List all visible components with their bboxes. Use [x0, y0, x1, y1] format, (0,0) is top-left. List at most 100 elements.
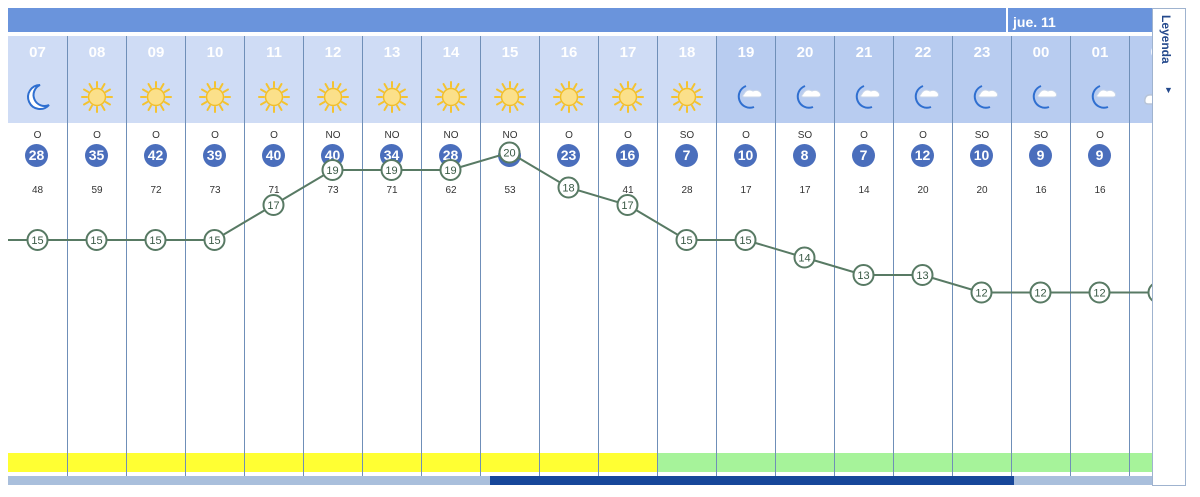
night-band: [1071, 453, 1129, 472]
temperature-marker: [321, 159, 344, 181]
day-band: [540, 453, 598, 472]
wind-gust: 17: [740, 185, 752, 196]
moon-icon: [20, 80, 54, 114]
day-band: [422, 453, 480, 472]
hour-column: 22 O 12 20: [893, 36, 952, 479]
wind-gust: 17: [799, 185, 811, 196]
temperature-marker: [85, 229, 108, 251]
temperature-marker: [498, 141, 521, 164]
day-band: [304, 453, 362, 472]
hour-label: 12: [324, 44, 342, 61]
temperature-point: 12: [1147, 283, 1152, 302]
temperature-value: 19: [444, 165, 456, 177]
wind-gust: 53: [504, 185, 516, 196]
legend-label: Leyenda: [1159, 15, 1173, 64]
wind-speed-badge: 28: [25, 144, 48, 167]
moon-cloud-icon: [729, 80, 763, 114]
wind-direction: NO: [443, 130, 459, 141]
hour-header: 16: [540, 36, 598, 123]
night-band: [658, 453, 716, 472]
sun-icon: [670, 80, 704, 114]
wind-speed-badge: 23: [557, 144, 580, 167]
temperature-point: 19: [321, 159, 344, 181]
temperature-marker: [1029, 281, 1052, 304]
temperature-value: 12: [1034, 288, 1046, 300]
temperature-point: 18: [557, 176, 580, 199]
legend-toggle[interactable]: Leyenda ▼: [1152, 8, 1186, 486]
hour-column: 16 O 23 47: [539, 36, 598, 479]
day-label: jue. 11: [1006, 8, 1152, 32]
wind-gust: 71: [268, 185, 280, 196]
wind-gust: 41: [622, 185, 634, 196]
temperature-marker: [439, 159, 462, 181]
wind-direction: SO: [679, 130, 695, 141]
wind-gust: 62: [445, 185, 457, 196]
wind-direction: SO: [1033, 130, 1049, 141]
temperature-line-chart: 15 15 15 15 17 19 19 19 20 18 17 15 15 14 13 13 12 12 12 12: [8, 141, 1152, 304]
night-band: [717, 453, 775, 472]
temperature-marker: [734, 229, 757, 251]
day-band: [68, 453, 126, 472]
temperature-value: 12: [1093, 288, 1105, 300]
cloud-icon: [1142, 80, 1152, 114]
wind-gust: 73: [327, 185, 339, 196]
hour-header: 12: [304, 36, 362, 123]
temperature-value: 18: [562, 183, 574, 195]
hour-label: 00: [1032, 44, 1050, 61]
temperature-value: 19: [385, 165, 397, 177]
wind-speed-badge: 39: [203, 144, 226, 167]
hour-column: 09 O 42 72: [126, 36, 185, 479]
hour-label: 08: [88, 44, 106, 61]
wind-gust: 20: [976, 185, 988, 196]
wind-direction: NO: [384, 130, 400, 141]
day-band: [363, 453, 421, 472]
wind-speed-badge: 7: [852, 144, 875, 167]
temperature-value: 13: [916, 270, 928, 282]
sun-icon: [375, 80, 409, 114]
moon-cloud-icon: [847, 80, 881, 114]
sun-icon: [198, 80, 232, 114]
hour-header: 02: [1130, 36, 1152, 123]
wind-gust: 28: [681, 185, 693, 196]
hour-header: 22: [894, 36, 952, 123]
hour-header: 20: [776, 36, 834, 123]
sun-icon: [434, 80, 468, 114]
day-band: [186, 453, 244, 472]
hour-column: 07 O 28 48: [8, 36, 67, 479]
temperature-value: 17: [621, 200, 633, 212]
wind-speed-badge: 10: [734, 144, 757, 167]
temperature-marker: [793, 246, 816, 269]
night-band: [953, 453, 1011, 472]
hour-label: 22: [914, 44, 932, 61]
wind-gust: 72: [150, 185, 162, 196]
wind-speed-badge: 10: [970, 144, 993, 167]
hour-header: 11: [245, 36, 303, 123]
temperature-point: 12: [1088, 281, 1111, 304]
hour-label: 13: [383, 44, 401, 61]
sun-icon: [493, 80, 527, 114]
hour-label: 01: [1091, 44, 1109, 61]
hour-column: 14 NO 28 62: [421, 36, 480, 479]
hour-label: 11: [266, 44, 282, 61]
caret-down-icon: ▼: [1164, 85, 1173, 95]
hour-column: 18 SO 7 28: [657, 36, 716, 479]
temperature-point: 12: [1029, 281, 1052, 304]
moon-cloud-icon: [965, 80, 999, 114]
wind-direction: O: [33, 130, 42, 141]
temperature-value: 15: [680, 235, 692, 247]
temperature-value: 19: [326, 165, 338, 177]
horizontal-scrollbar[interactable]: [8, 476, 1152, 485]
hour-label: 18: [678, 44, 696, 61]
wind-gust: 16: [1094, 185, 1106, 196]
night-band: [835, 453, 893, 472]
scrollbar-thumb[interactable]: [490, 476, 1014, 485]
hour-header: 18: [658, 36, 716, 123]
sun-icon: [316, 80, 350, 114]
wind-gust: 59: [91, 185, 103, 196]
hour-header: 21: [835, 36, 893, 123]
sun-icon: [257, 80, 291, 114]
wind-direction: O: [742, 130, 750, 141]
temperature-value: 12: [975, 288, 987, 300]
temperature-marker: [380, 159, 403, 181]
temperature-point: 20: [498, 141, 521, 164]
